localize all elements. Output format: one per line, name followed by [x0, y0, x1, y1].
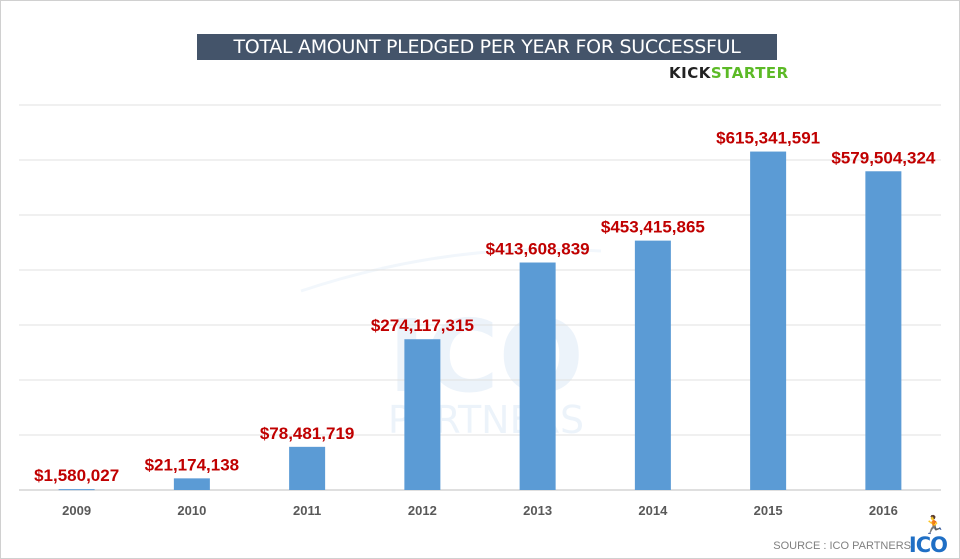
ico-logo: ICO — [908, 533, 948, 557]
runner-icon: 🏃 — [922, 515, 945, 535]
data-label: $413,608,839 — [486, 240, 590, 259]
ico-partners-watermark: ICO PARTNERS — [300, 247, 602, 442]
bar-2014 — [634, 240, 671, 490]
x-tick-label: 2011 — [293, 503, 321, 518]
x-tick-label: 2015 — [754, 503, 783, 518]
x-tick-label: 2012 — [408, 503, 437, 518]
bar-2009 — [58, 489, 95, 491]
bar-2016 — [865, 171, 902, 490]
source-note: SOURCE : ICO PARTNERS — [773, 540, 911, 552]
data-label: $1,580,027 — [34, 466, 119, 485]
data-label: $274,117,315 — [371, 316, 474, 335]
data-label: $78,481,719 — [260, 424, 355, 443]
data-label: $579,504,324 — [831, 148, 936, 167]
x-tick-label: 2009 — [62, 503, 91, 518]
bar-2013 — [519, 262, 556, 490]
bar-2015 — [750, 151, 787, 490]
bar-2010 — [173, 478, 210, 490]
x-tick-label: 2013 — [523, 503, 552, 518]
chart-title: TOTAL AMOUNT PLEDGED PER YEAR FOR SUCCES… — [197, 34, 777, 84]
data-label: $21,174,138 — [145, 455, 240, 474]
kickstarter-logo: KICKSTARTER — [669, 64, 789, 82]
data-label: $453,415,865 — [601, 218, 705, 237]
x-tick-label: 2016 — [869, 503, 898, 518]
bar-2012 — [404, 339, 441, 490]
x-tick-label: 2010 — [177, 503, 206, 518]
x-tick-label: 2014 — [638, 503, 668, 518]
bar-2011 — [289, 446, 326, 490]
data-label: $615,341,591 — [716, 129, 820, 148]
